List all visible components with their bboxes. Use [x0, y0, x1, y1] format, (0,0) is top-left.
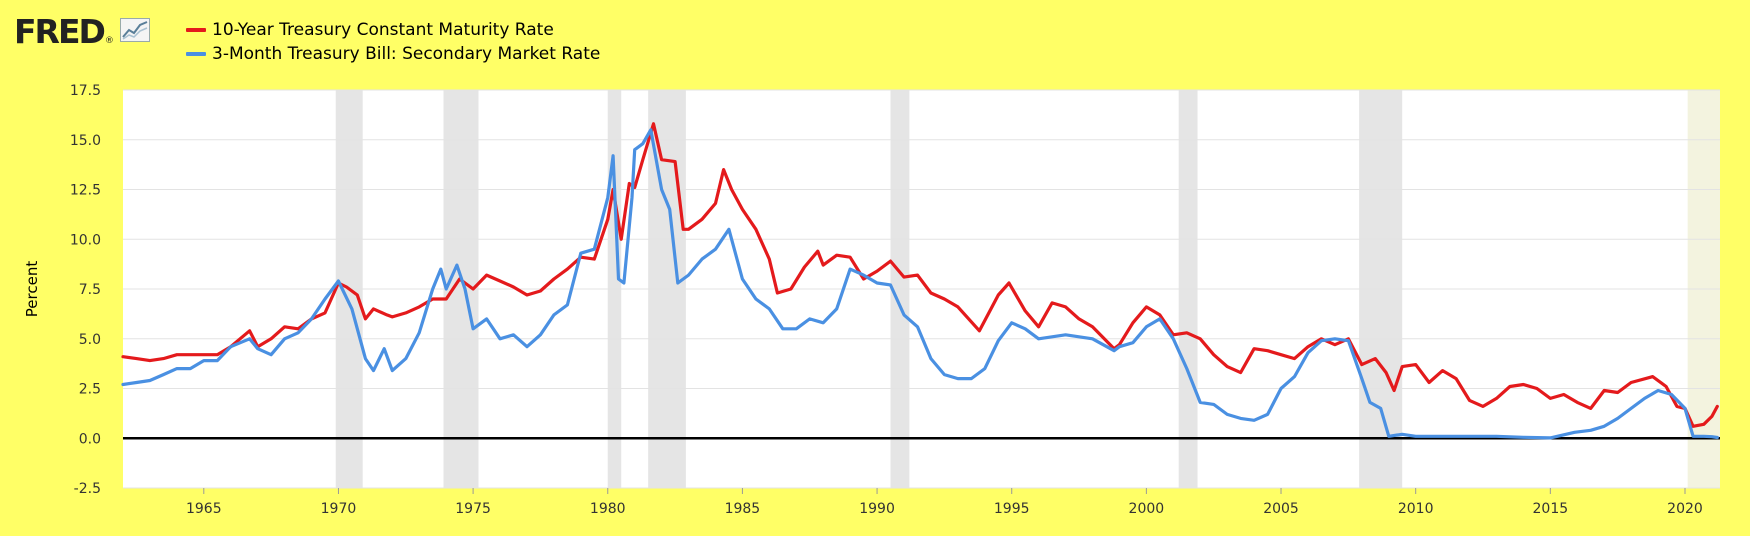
y-tick-label: 15.0	[70, 133, 101, 149]
x-tick-label: 1985	[725, 501, 761, 517]
y-tick-label: 5.0	[79, 332, 101, 348]
series-line	[121, 128, 1719, 440]
y-tick-label: 0.0	[79, 431, 101, 447]
x-tick-label: 2015	[1533, 501, 1569, 517]
legend-item-3m[interactable]: 3-Month Treasury Bill: Secondary Market …	[186, 42, 600, 66]
y-tick-label: 10.0	[70, 232, 101, 248]
series-line	[121, 122, 1719, 428]
x-tick-label: 2000	[1129, 501, 1165, 517]
x-tick-label: 1995	[994, 501, 1030, 517]
legend-swatch-blue	[186, 52, 206, 56]
header: FRED ® 10-Year Treasury Constant Maturit…	[0, 0, 1750, 80]
logo-text: FRED	[14, 12, 106, 51]
x-tick-label: 1990	[859, 501, 895, 517]
x-tick-label: 2010	[1398, 501, 1434, 517]
legend-item-10y[interactable]: 10-Year Treasury Constant Maturity Rate	[186, 18, 600, 42]
x-tick-label: 2005	[1263, 501, 1299, 517]
x-tick-label: 1975	[455, 501, 491, 517]
y-tick-label: 7.5	[79, 282, 101, 298]
legend-label: 3-Month Treasury Bill: Secondary Market …	[212, 44, 601, 64]
logo-registered-mark: ®	[104, 36, 114, 46]
y-tick-label: -2.5	[74, 481, 101, 497]
x-tick-label: 1965	[186, 501, 222, 517]
legend-swatch-red	[186, 28, 206, 32]
legend-label: 10-Year Treasury Constant Maturity Rate	[212, 20, 554, 40]
y-tick-label: 12.5	[70, 183, 101, 199]
y-tick-label: 2.5	[79, 382, 101, 398]
y-axis-label: Percent	[23, 261, 41, 318]
chart-icon	[119, 18, 150, 42]
x-tick-label: 2020	[1667, 501, 1703, 517]
x-tick-label: 1980	[590, 501, 626, 517]
legend: 10-Year Treasury Constant Maturity Rate …	[186, 18, 600, 66]
fred-logo[interactable]: FRED ®	[14, 12, 150, 52]
y-tick-label: 17.5	[70, 83, 101, 99]
x-tick-label: 1970	[321, 501, 357, 517]
